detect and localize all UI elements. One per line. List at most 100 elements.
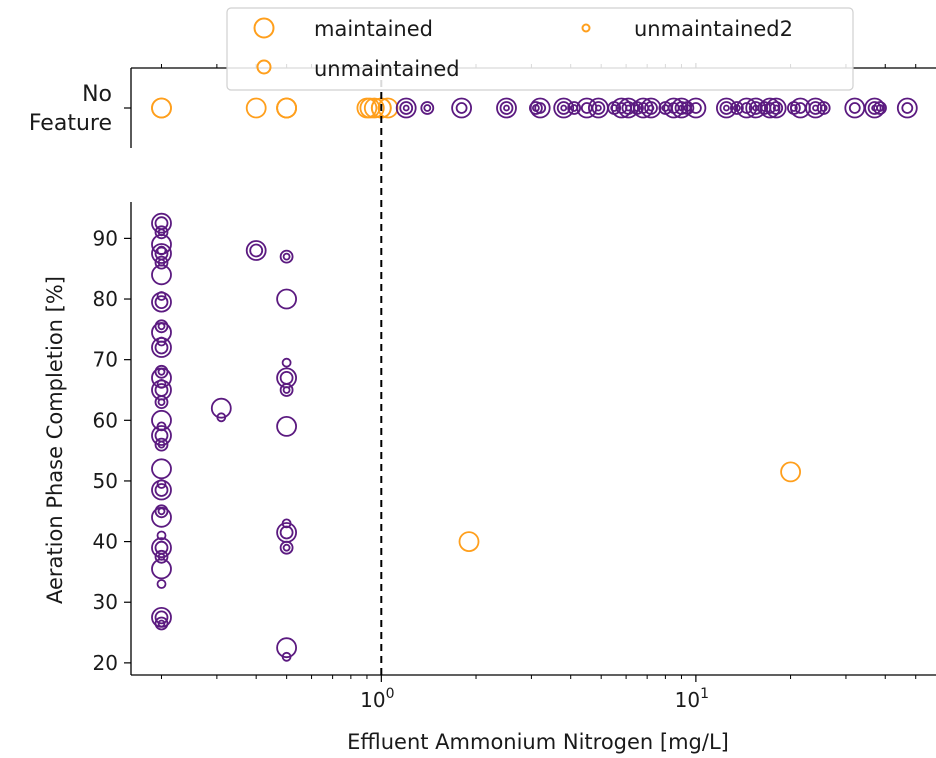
legend-frame: [226, 7, 854, 91]
scatter-point: [154, 616, 169, 631]
scatter-point: [154, 383, 169, 397]
scatter-point: [157, 440, 166, 449]
no-feature-point: [451, 97, 473, 119]
scatter-point: [276, 415, 298, 437]
no-feature-point: [736, 97, 757, 119]
scatter-point: [458, 531, 480, 552]
scatter-point: [151, 458, 172, 480]
no-feature-point: [423, 104, 432, 112]
no-feature-point: [560, 104, 568, 112]
legend-label-unmaintained: unmaintained: [314, 57, 460, 81]
no-feature-point: [591, 101, 606, 115]
y-tick-label: 50: [93, 469, 118, 493]
scatter-point: [276, 288, 298, 310]
no-feature-point: [690, 102, 702, 114]
legend-marker-unmaintained: [256, 59, 272, 75]
scatter-point: [151, 243, 172, 264]
x-axis-ticks: 100 101: [160, 63, 917, 712]
no-feature-point: [764, 102, 776, 114]
no-feature-point: [730, 101, 744, 115]
scatter-point: [780, 461, 801, 483]
scatter-point: [157, 367, 166, 376]
legend-item-maintained: maintained: [253, 17, 433, 41]
scatter-point: [156, 579, 167, 589]
scatter-point: [154, 319, 169, 334]
legend-label-maintained: maintained: [314, 17, 433, 41]
scatter-point: [154, 549, 169, 564]
no-feature-point: [805, 97, 826, 119]
scatter-point: [279, 525, 294, 540]
no-feature-point: [844, 97, 866, 119]
scatter-point: [154, 364, 169, 379]
scatter-point: [154, 483, 169, 497]
scatter-point: [154, 225, 169, 240]
scatter-point: [151, 558, 172, 580]
no-feature-point: [867, 101, 882, 115]
scatter-point: [151, 479, 172, 501]
scatter-point: [151, 506, 172, 528]
scatter-point: [216, 412, 227, 423]
no-feature-point: [901, 102, 914, 114]
scatter-point: [210, 397, 232, 419]
y-tick-label: 30: [93, 590, 118, 614]
no-feature-point: [496, 97, 517, 119]
no-feature-point: [769, 101, 784, 115]
scatter-point: [245, 240, 267, 261]
legend-marker-maintained: [253, 17, 275, 39]
scatter-point: [154, 437, 169, 452]
scatter-point: [154, 340, 169, 355]
no-feature-point: [455, 102, 468, 114]
legend-item-unmaintained: unmaintained: [256, 57, 460, 81]
no-feature-point: [503, 104, 510, 112]
no-feature-point: [534, 102, 547, 114]
y-tick-label: 40: [93, 530, 118, 554]
scatter-markers: [151, 212, 801, 662]
no-feature-point: [680, 101, 695, 115]
main-panel: 20 30 40 50 60 70 80 90 100 101 Aeration Phase C…: [43, 63, 936, 754]
no-feature-point: [395, 97, 417, 119]
no-feature-point: [499, 101, 514, 115]
scatter-point: [282, 543, 291, 552]
scatter-point: [154, 255, 169, 270]
no-feature-point: [723, 104, 730, 112]
scatter-point: [154, 295, 169, 310]
y-tick-label: 20: [93, 651, 118, 675]
scatter-point: [151, 425, 172, 446]
no-feature-point: [816, 101, 831, 115]
y-axis-ticks: 20 30 40 50 60 70 80 90: [93, 226, 131, 675]
no-feature-point: [420, 101, 435, 115]
x-tick-label: 101: [675, 686, 709, 712]
no-feature-point: [640, 97, 662, 119]
scatter-point: [282, 252, 291, 261]
y-tick-label: 60: [93, 408, 118, 432]
x-axis-label: Effluent Ammonium Nitrogen [mg/L]: [347, 730, 729, 754]
scatter-point: [279, 383, 294, 397]
scatter-point: [151, 291, 172, 313]
no-feature-point: [276, 97, 298, 119]
y-tick-label: 90: [93, 226, 118, 250]
no-feature-point: [896, 97, 918, 119]
no-feature-point: [556, 101, 571, 115]
scatter-point: [281, 357, 292, 368]
no-feature-point: [363, 97, 385, 119]
no-feature-point: [819, 104, 828, 112]
no-feature-point: [402, 104, 410, 112]
y-tick-label: 70: [93, 348, 118, 372]
legend-marker-unmaintained2: [581, 23, 591, 33]
legend-item-unmaintained2: unmaintained2: [581, 17, 793, 41]
scatter-point: [151, 337, 172, 358]
scatter-point: [151, 264, 172, 286]
no-feature-point: [716, 97, 737, 119]
scatter-point: [249, 243, 264, 258]
y-axis-label: Aeration Phase Completion [%]: [43, 276, 67, 604]
scatter-point: [156, 530, 167, 541]
scatter-point: [154, 504, 169, 519]
no-feature-point: [553, 97, 575, 119]
scatter-point: [157, 619, 166, 628]
x-tick-label: 100: [360, 686, 394, 712]
no-feature-point: [151, 97, 172, 119]
legend: maintained unmaintained2 unmaintained: [226, 7, 854, 91]
no-feature-point: [876, 104, 884, 112]
scatter-point: [157, 322, 166, 331]
